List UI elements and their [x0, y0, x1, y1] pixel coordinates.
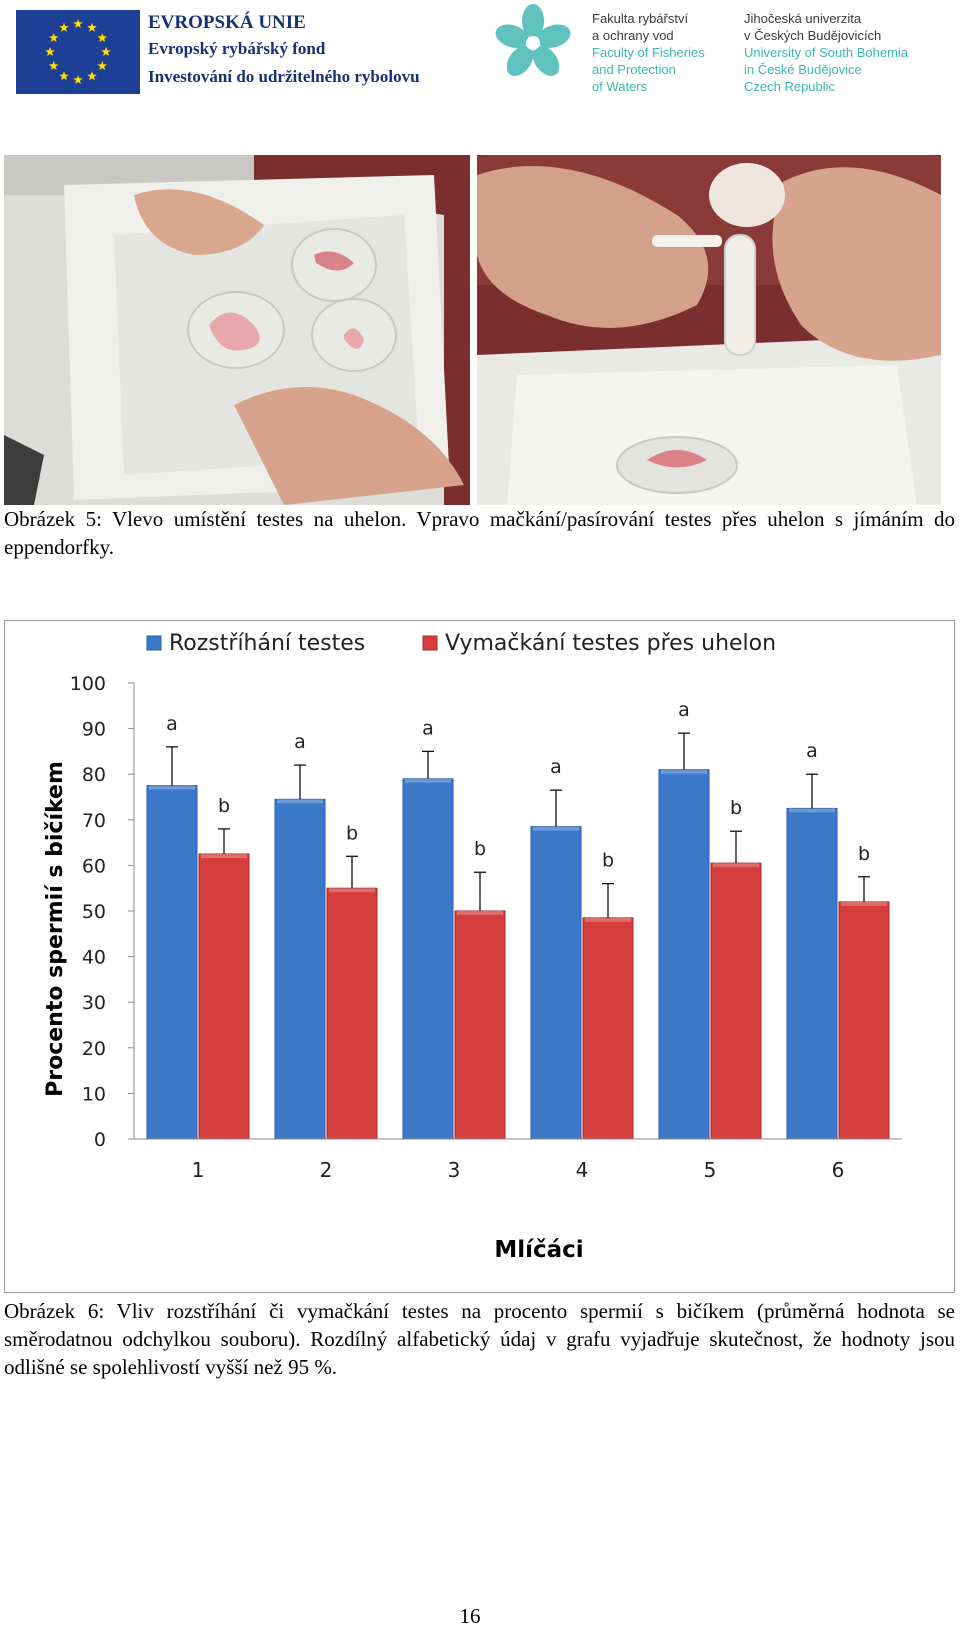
bar-highlight — [533, 826, 579, 831]
faculty-name-en-3: of Waters — [592, 79, 648, 94]
eu-star — [87, 22, 97, 32]
significance-label: b — [730, 797, 742, 819]
eu-star — [97, 33, 107, 43]
eu-star — [73, 19, 83, 29]
bar — [658, 769, 710, 1140]
significance-label: a — [550, 756, 562, 778]
university-name-en-3: Czech Republic — [744, 79, 836, 94]
bar — [838, 901, 890, 1140]
significance-label: b — [858, 843, 870, 865]
bar-highlight — [585, 917, 631, 922]
faculty-flower-logo-icon — [495, 4, 571, 76]
eu-star — [49, 61, 59, 71]
bar-highlight — [405, 778, 451, 783]
eu-star — [45, 47, 55, 57]
x-tick-label: 2 — [320, 1158, 333, 1182]
y-tick-label: 20 — [82, 1038, 106, 1060]
bar — [274, 798, 326, 1140]
university-name-cz-1: Jihočeská univerzita — [744, 11, 862, 26]
figure-6-chart: Rozstříhání testes Vymačkání testes přes … — [4, 620, 955, 1293]
y-tick-label: 60 — [82, 855, 106, 877]
bar — [146, 785, 198, 1140]
university-name-en-1: University of South Bohemia — [744, 45, 909, 60]
eu-star — [59, 71, 69, 81]
x-axis-title: Mlíčáci — [494, 1237, 583, 1263]
faculty-name-en-2: and Protection — [592, 62, 676, 77]
significance-label: a — [294, 731, 306, 753]
photo-squeezing-into-eppendorf — [477, 155, 941, 505]
legend-swatch — [146, 635, 162, 651]
page-number: 16 — [459, 1604, 481, 1628]
significance-label: b — [346, 822, 358, 844]
y-tick-label: 10 — [82, 1083, 106, 1105]
chart-canvas: Rozstříhání testes Vymačkání testes přes … — [43, 631, 902, 1263]
significance-label: a — [422, 717, 434, 739]
eu-star — [97, 61, 107, 71]
bar — [198, 853, 250, 1140]
y-axis-title: Procento spermií s bičíkem — [43, 761, 68, 1097]
bar-highlight — [789, 808, 835, 813]
eu-flag-logo — [16, 10, 140, 94]
bar-highlight — [713, 863, 759, 868]
legend-label: Vymačkání testes přes uhelon — [445, 631, 776, 656]
significance-label: b — [474, 838, 486, 860]
y-tick-label: 50 — [82, 901, 106, 923]
eu-title: EVROPSKÁ UNIE — [148, 12, 306, 33]
y-tick-label: 80 — [82, 764, 106, 786]
bar-highlight — [457, 911, 503, 915]
bar — [326, 887, 378, 1140]
figure-6-caption: Obrázek 6: Vliv rozstříhání či vymačkání… — [4, 1299, 955, 1379]
y-tick-label: 0 — [94, 1129, 106, 1151]
bar — [786, 807, 838, 1140]
faculty-name-cz-2: a ochrany vod — [592, 28, 674, 43]
bar — [530, 826, 582, 1140]
bar-highlight — [661, 769, 707, 774]
photo-testes-on-uhelon — [4, 155, 470, 505]
x-tick-label: 3 — [448, 1158, 461, 1182]
eu-star — [101, 47, 111, 57]
legend-label: Rozstříhání testes — [169, 631, 365, 656]
eu-star — [49, 33, 59, 43]
x-tick-label: 6 — [832, 1158, 845, 1182]
significance-label: b — [602, 850, 614, 872]
y-tick-label: 70 — [82, 810, 106, 832]
y-tick-label: 30 — [82, 992, 106, 1014]
university-name-en-2: in České Budějovice — [744, 62, 862, 77]
bar — [402, 778, 454, 1140]
eu-star — [73, 75, 83, 85]
faculty-name-en-1: Faculty of Fisheries — [592, 45, 705, 60]
significance-label: a — [166, 713, 178, 735]
eu-fund-name: Evropský rybářský fond — [148, 39, 326, 58]
figure-5-caption: Obrázek 5: Vlevo umístění testes na uhel… — [4, 507, 955, 559]
x-tick-label: 4 — [576, 1158, 589, 1182]
faculty-name-cz-1: Fakulta rybářství — [592, 11, 689, 26]
bar-highlight — [201, 854, 247, 858]
bar-highlight — [841, 901, 887, 906]
bar-highlight — [277, 799, 323, 804]
bar — [710, 862, 762, 1140]
bar-highlight — [149, 785, 195, 790]
x-tick-label: 5 — [704, 1158, 717, 1182]
y-tick-label: 40 — [82, 947, 106, 969]
significance-label: b — [218, 795, 230, 817]
bar — [582, 917, 634, 1140]
legend-swatch — [422, 635, 438, 651]
university-name-cz-2: v Českých Budějovicích — [744, 28, 882, 43]
significance-label: a — [678, 699, 690, 721]
y-tick-label: 90 — [82, 719, 106, 741]
bar — [454, 910, 506, 1140]
significance-label: a — [806, 740, 818, 762]
eu-star — [59, 22, 69, 32]
page-header: EVROPSKÁ UNIE Evropský rybářský fond Inv… — [0, 0, 960, 110]
eu-stars-icon — [45, 19, 111, 85]
x-tick-label: 1 — [192, 1158, 205, 1182]
bar-highlight — [329, 888, 375, 893]
eu-star — [87, 71, 97, 81]
eu-investment-slogan: Investování do udržitelného rybolovu — [148, 67, 420, 86]
y-tick-label: 100 — [70, 673, 106, 695]
